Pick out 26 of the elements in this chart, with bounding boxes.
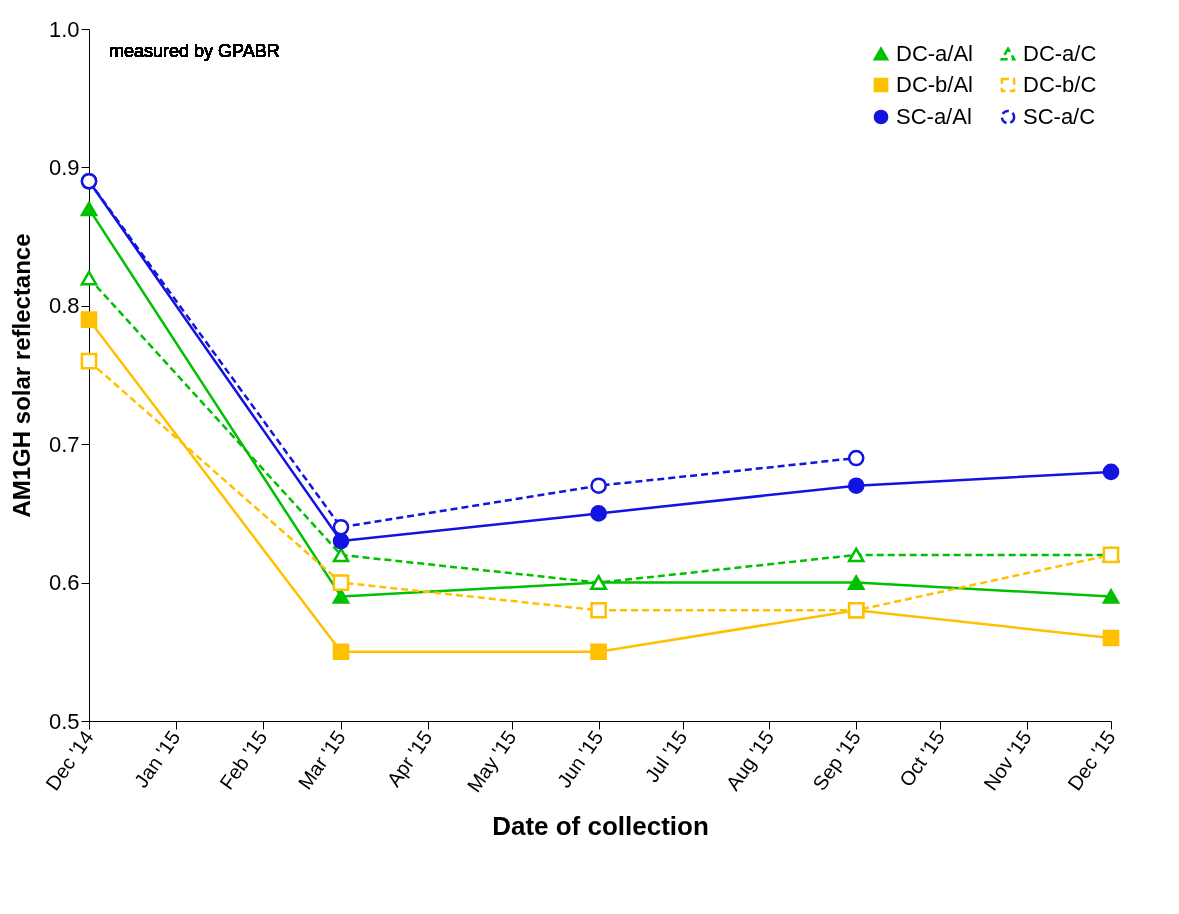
x-tick-label: Feb '15	[215, 726, 272, 794]
legend-label: DC-b/Al	[896, 72, 974, 97]
x-tick-label: Jan '15	[129, 726, 185, 792]
x-tick-label: Nov '15	[979, 726, 1036, 795]
y-tick-label: 0.7	[48, 431, 80, 457]
x-tick-label: Jun '15	[552, 726, 608, 792]
legend-label: DC-a/C	[1023, 41, 1097, 66]
x-tick-label: Sep '15	[808, 726, 865, 795]
y-tick-label: 1.0	[48, 16, 80, 42]
y-tick-label: 0.6	[48, 570, 80, 596]
x-tick-label: Jul '15	[640, 726, 692, 787]
y-axis-title: AM1GH solar reflectance	[7, 233, 35, 518]
annotation: measured by GPABR	[109, 41, 280, 61]
legend-label: SC-a/Al	[896, 104, 972, 129]
y-tick-label: 0.9	[48, 154, 80, 180]
x-tick-label: Apr '15	[382, 726, 437, 791]
x-tick-label: Mar '15	[293, 726, 350, 794]
x-axis-title: Date of collection	[492, 811, 709, 842]
legend-label: DC-b/C	[1023, 72, 1097, 97]
legend-label: DC-a/Al	[896, 41, 974, 66]
x-tick-label: Oct '15	[894, 726, 949, 791]
y-tick-label: 0.8	[48, 293, 80, 319]
x-tick-label: Aug '15	[721, 726, 779, 795]
x-tick-label: Dec '15	[1063, 726, 1120, 795]
y-tick-label: 0.5	[48, 708, 80, 734]
legend-label: SC-a/C	[1023, 104, 1096, 129]
